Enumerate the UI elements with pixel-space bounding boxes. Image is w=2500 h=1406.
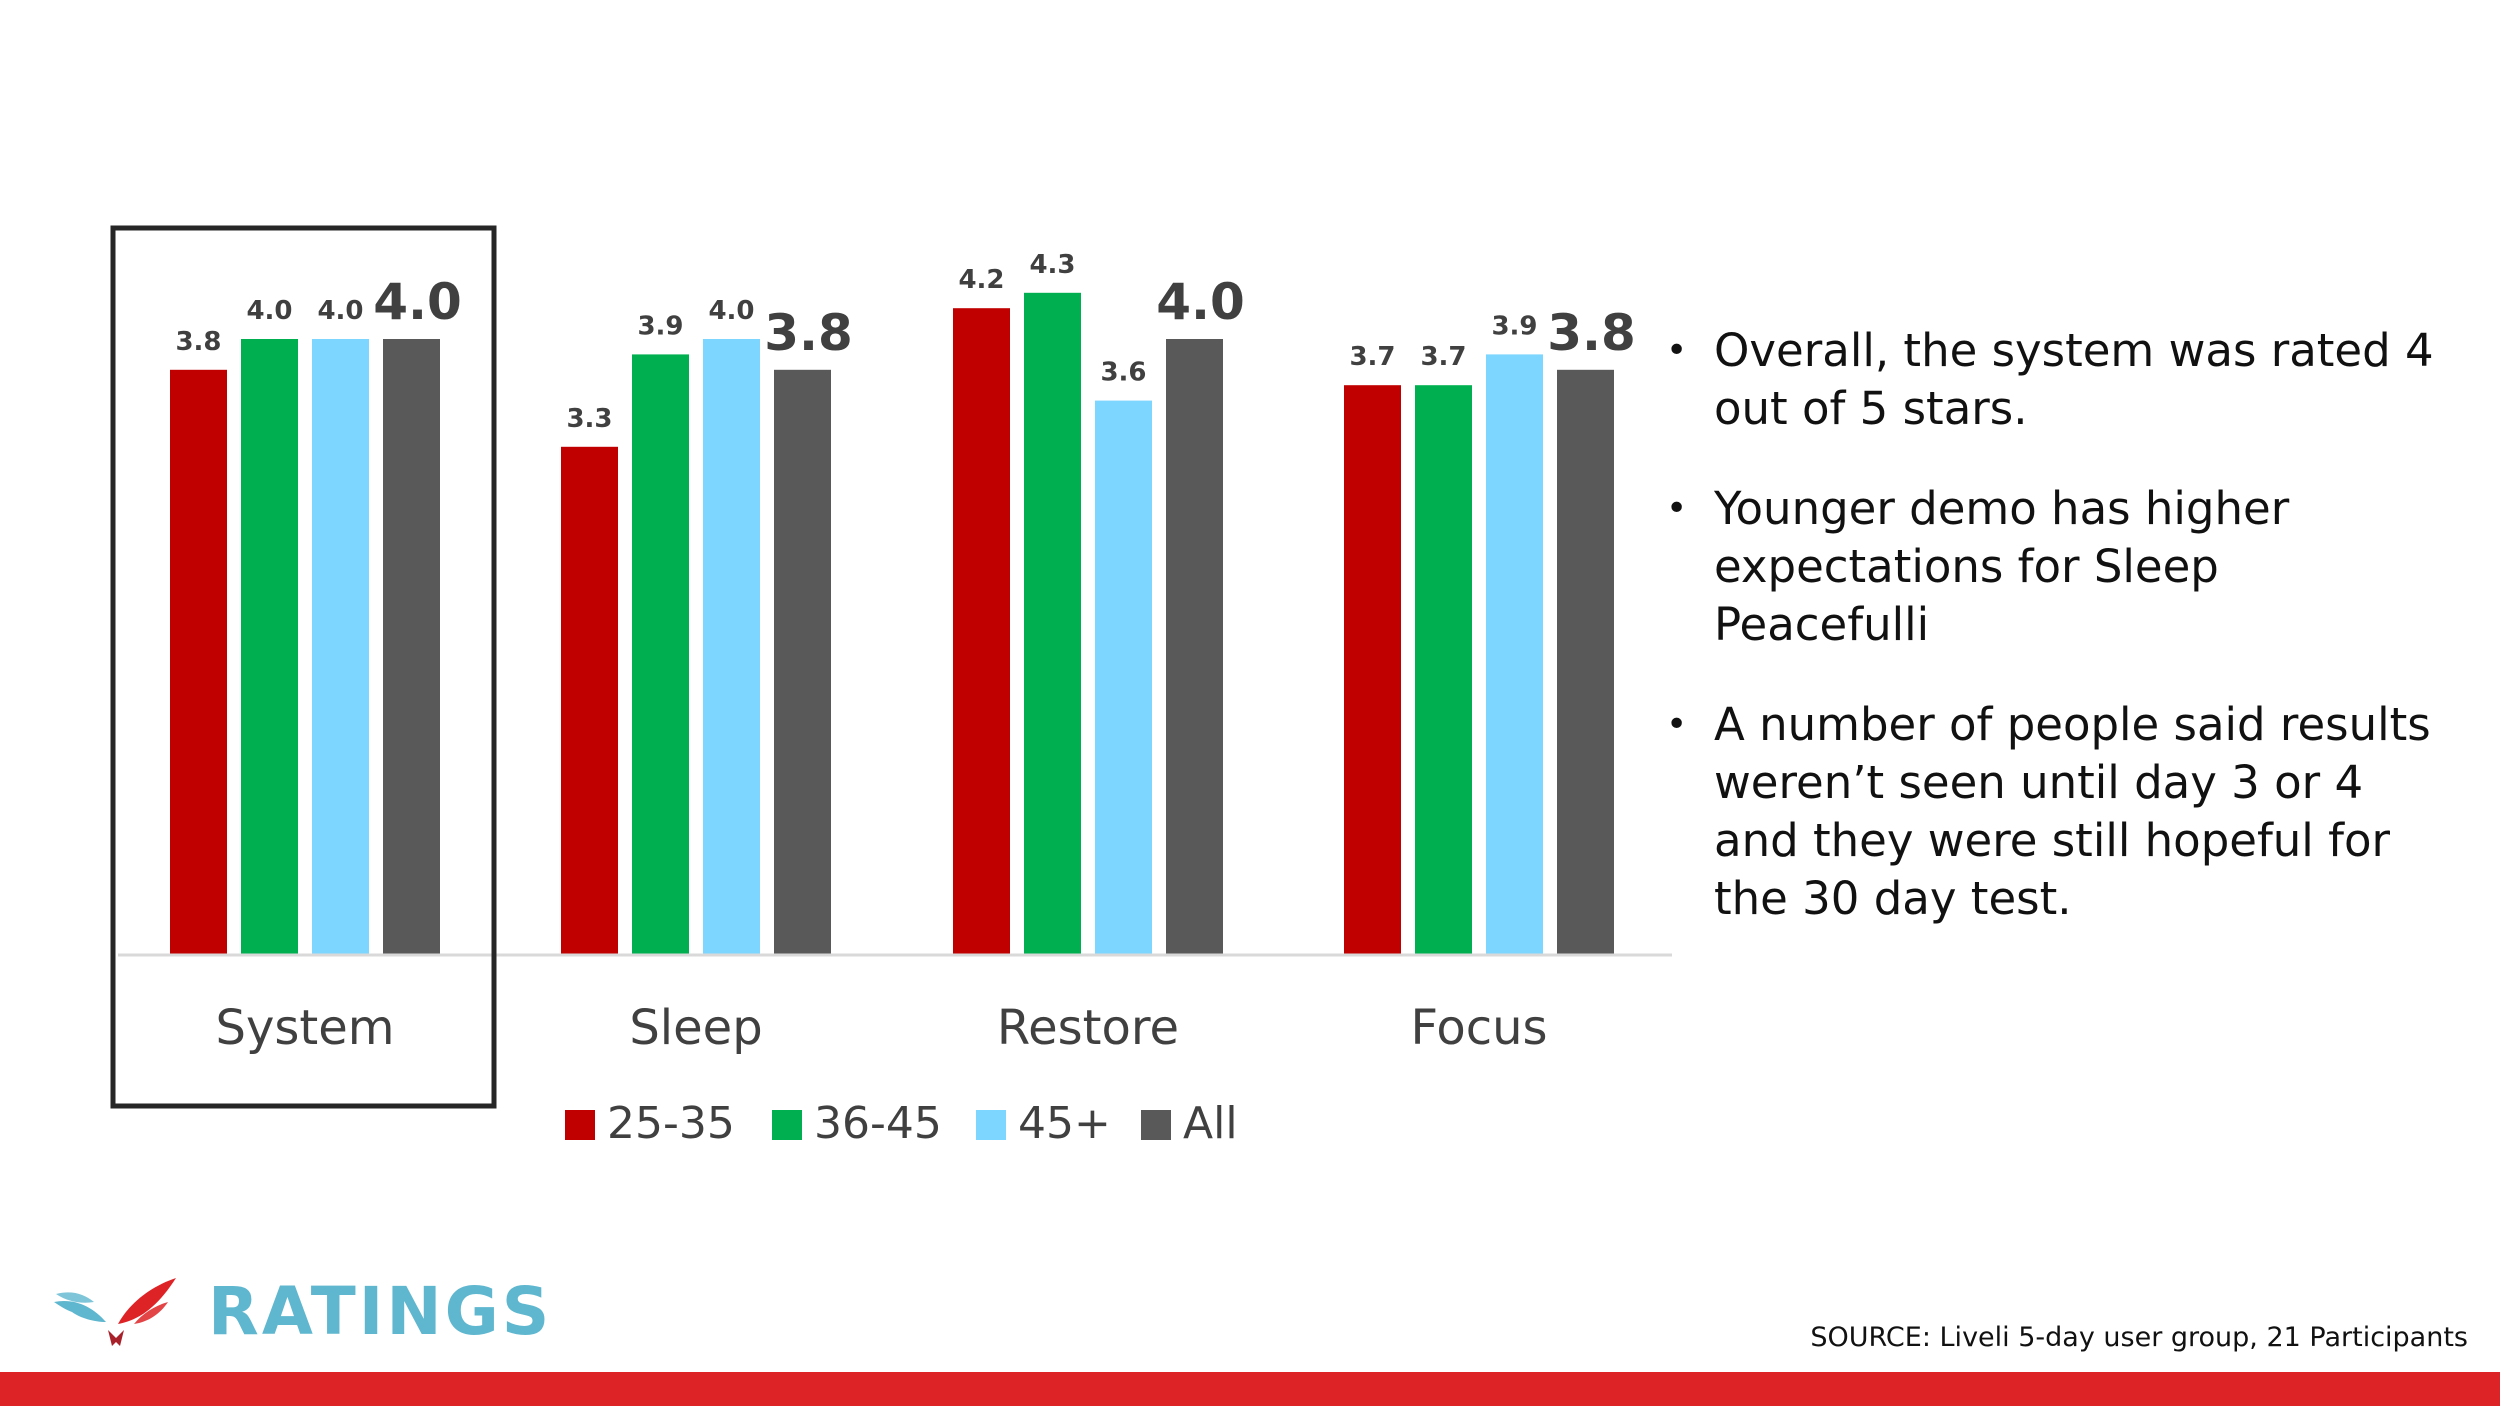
bullet-dot-icon: • [1666,488,1688,529]
chart-legend: 25-35 36-45 45+ All [565,1098,1238,1149]
bar-sleep-3 [703,339,760,955]
category-label: System [216,1000,395,1056]
bar-system-4 [383,339,440,955]
data-label: 3.8 [764,304,853,362]
data-label: 3.9 [1491,311,1537,341]
data-label: 4.3 [1029,250,1075,280]
bar-sleep-4 [774,369,831,955]
key-findings-list: • Overall, the system was rated 4 out of… [1662,322,2442,970]
data-label: 4.0 [708,296,754,326]
bar-restore-2 [1024,292,1081,955]
finding-text: A number of people said results weren’t … [1714,698,2431,925]
source-note: SOURCE: Liveli 5-day user group, 21 Part… [1810,1322,2468,1353]
data-label: 4.0 [246,296,292,326]
finding-item: • Overall, the system was rated 4 out of… [1662,322,2442,438]
data-label: 3.6 [1100,358,1146,388]
bar-focus-4 [1557,369,1614,955]
bar-focus-3 [1486,354,1543,955]
bullet-dot-icon: • [1666,330,1688,371]
legend-swatch [565,1110,595,1140]
data-label: 3.7 [1349,342,1395,372]
data-label: 4.0 [1156,273,1245,331]
brand-block: RATINGS [50,1272,552,1352]
legend-label: 45+ [1018,1098,1111,1149]
legend-swatch [772,1110,802,1140]
data-label: 4.2 [958,265,1004,295]
finding-text: Younger demo has higher expectations for… [1714,482,2290,651]
bar-restore-1 [953,308,1010,955]
bar-system-1 [170,369,227,955]
bar-sleep-2 [632,354,689,955]
bullet-dot-icon: • [1666,704,1688,745]
labels-layer: 3.8 4.0 4.0 4.0 System 3.3 3.9 4.0 3.8 Sleep 4.2 4.… [175,250,1635,1056]
bar-sleep-1 [561,446,618,955]
data-label: 3.9 [637,311,683,341]
highlight-box-system [110,225,497,1109]
finding-item: • A number of people said results weren’… [1662,696,2442,928]
data-label: 3.7 [1420,342,1466,372]
bars-layer [170,292,1614,956]
category-label: Focus [1410,1000,1547,1056]
bar-focus-2 [1415,385,1472,955]
legend-label: All [1183,1098,1238,1149]
data-label: 3.8 [1547,304,1636,362]
slide-title: RATINGS [208,1273,553,1350]
footer-bar [0,1372,2500,1406]
category-label: Restore [997,1000,1179,1056]
data-label: 4.0 [373,273,462,331]
bar-restore-3 [1095,400,1152,956]
legend-swatch [976,1110,1006,1140]
wings-logo-icon [54,1278,176,1346]
finding-item: • Younger demo has higher expectations f… [1662,480,2442,654]
legend-label: 36-45 [814,1098,942,1149]
data-label: 3.8 [175,327,221,357]
legend-swatch [1141,1110,1171,1140]
bar-restore-4 [1166,339,1223,955]
legend-label: 25-35 [607,1098,735,1149]
data-label: 3.3 [566,404,612,434]
bar-system-2 [241,339,298,955]
category-label: Sleep [629,1000,762,1056]
finding-text: Overall, the system was rated 4 out of 5… [1714,324,2434,435]
data-label: 4.0 [317,296,363,326]
bar-focus-1 [1344,385,1401,955]
bar-system-3 [312,339,369,955]
